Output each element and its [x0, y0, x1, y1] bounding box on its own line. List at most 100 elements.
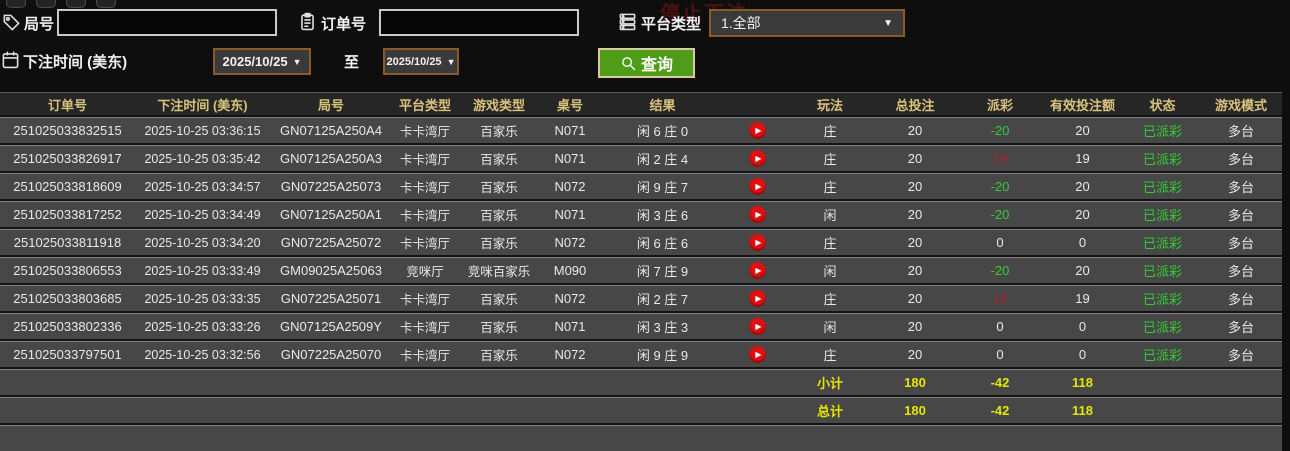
header-gametype: 游戏类型: [472, 97, 525, 113]
cell-tableno: N071: [554, 319, 586, 334]
cell-method: 庄: [823, 292, 837, 307]
cell-round: GN07125A250A4: [280, 123, 382, 138]
cell-round: GN07225A25071: [280, 291, 382, 306]
cell-totalbet: 20: [907, 123, 923, 138]
play-replay-icon[interactable]: ▶: [749, 178, 766, 195]
cell-result: 闲 3 庄 6: [636, 208, 689, 223]
cell-method: 庄: [823, 152, 837, 167]
play-replay-icon[interactable]: ▶: [749, 122, 766, 139]
platform-type-label: 平台类型: [641, 16, 702, 33]
cell-payout: 19: [992, 151, 1008, 166]
cell-status: 已派彩: [1142, 208, 1182, 223]
cutoff-icon: [66, 0, 86, 8]
table-row: 251025033817252 2025-10-25 03:34:49 GN07…: [0, 201, 1282, 227]
cell-totalbet: 20: [907, 291, 923, 306]
cell-validbet: 0: [1078, 319, 1087, 334]
subtotal-payout: -42: [990, 375, 1010, 390]
filter-bar: 停止下注 局号 订单号 平台类型 1.全部 ▼ 下注时间 (美东) 2025/1…: [0, 0, 1290, 92]
round-number-input[interactable]: [57, 9, 277, 36]
cell-tableno: N072: [554, 235, 586, 250]
cell-round: GN07125A250A1: [280, 207, 382, 222]
cell-time: 2025-10-25 03:36:15: [144, 123, 261, 138]
cell-platform: 卡卡湾厅: [399, 181, 450, 195]
cell-result: 闲 7 庄 9: [636, 264, 689, 279]
cell-result: 闲 6 庄 0: [636, 124, 689, 139]
platform-type-select[interactable]: 1.全部 ▼: [709, 9, 905, 37]
header-round: 局号: [317, 97, 344, 113]
cell-method: 闲: [823, 208, 837, 223]
cell-method: 庄: [823, 180, 837, 195]
cell-platform: 卡卡湾厅: [399, 237, 450, 251]
table-row: 251025033818609 2025-10-25 03:34:57 GN07…: [0, 173, 1282, 199]
cell-time: 2025-10-25 03:34:49: [144, 207, 261, 222]
cell-time: 2025-10-25 03:34:20: [144, 235, 261, 250]
search-button-label: 查询: [640, 57, 673, 74]
play-replay-icon[interactable]: ▶: [749, 150, 766, 167]
cell-status: 已派彩: [1142, 348, 1182, 363]
cell-status: 已派彩: [1142, 236, 1182, 251]
cell-method: 闲: [823, 320, 837, 335]
cell-gamemode: 多台: [1227, 292, 1254, 307]
play-replay-icon[interactable]: ▶: [749, 290, 766, 307]
to-label: 至: [344, 54, 360, 71]
cell-time: 2025-10-25 03:34:57: [144, 179, 261, 194]
play-replay-icon[interactable]: ▶: [749, 318, 766, 335]
cell-tableno: N072: [554, 347, 586, 362]
cell-result: 闲 2 庄 7: [636, 292, 689, 307]
play-replay-icon[interactable]: ▶: [749, 206, 766, 223]
cell-validbet: 20: [1075, 179, 1090, 194]
cell-platform: 卡卡湾厅: [399, 209, 450, 223]
cell-validbet: 20: [1075, 123, 1090, 138]
table-header-row: 订单号 下注时间 (美东) 局号 平台类型 游戏类型 桌号 结果 玩法 总投注 …: [0, 92, 1282, 115]
platform-type-selected-value: 1.全部: [721, 15, 761, 31]
cell-payout: 0: [996, 319, 1004, 334]
cell-tableno: N071: [554, 151, 586, 166]
grand-total-label: 总计: [816, 404, 843, 419]
subtotal-label: 小计: [816, 376, 843, 391]
cell-totalbet: 20: [907, 235, 923, 250]
cell-gametype: 百家乐: [480, 209, 518, 223]
play-replay-icon[interactable]: ▶: [749, 234, 766, 251]
table-row: 251025033826917 2025-10-25 03:35:42 GN07…: [0, 145, 1282, 171]
cell-gametype: 竞咪百家乐: [467, 265, 531, 279]
cell-totalbet: 20: [907, 179, 923, 194]
play-replay-icon[interactable]: ▶: [749, 262, 766, 279]
cell-order: 251025033826917: [13, 151, 122, 166]
date-to-value: 2025/10/25: [386, 55, 442, 68]
cell-gamemode: 多台: [1227, 208, 1254, 223]
chevron-down-icon: ▼: [292, 56, 302, 67]
cell-result: 闲 3 庄 3: [636, 320, 689, 335]
cell-order: 251025033806553: [13, 263, 122, 278]
cell-time: 2025-10-25 03:33:49: [144, 263, 261, 278]
cell-payout: 0: [996, 235, 1004, 250]
date-from-value: 2025/10/25: [222, 54, 288, 69]
cell-totalbet: 20: [907, 347, 923, 362]
cell-validbet: 19: [1075, 151, 1090, 166]
order-number-input[interactable]: [379, 9, 579, 36]
cell-payout: -20: [990, 263, 1010, 278]
order-number-label: 订单号: [321, 16, 367, 33]
cell-gamemode: 多台: [1227, 348, 1254, 363]
table-row: 251025033797501 2025-10-25 03:32:56 GN07…: [0, 341, 1282, 367]
table-footer-filler: [0, 425, 1282, 451]
header-tableno: 桌号: [556, 97, 583, 113]
header-platform: 平台类型: [398, 97, 451, 113]
cell-result: 闲 2 庄 4: [636, 152, 689, 167]
cell-round: GM09025A25063: [280, 263, 382, 278]
table-row: 251025033806553 2025-10-25 03:33:49 GM09…: [0, 257, 1282, 283]
cell-order: 251025033811918: [13, 235, 122, 250]
date-to-picker[interactable]: 2025/10/25 ▼: [383, 48, 459, 75]
round-number-label: 局号: [24, 16, 55, 33]
cutoff-icon: [36, 0, 56, 8]
header-totalbet: 总投注: [895, 97, 935, 113]
cell-status: 已派彩: [1142, 124, 1182, 139]
cell-gametype: 百家乐: [480, 349, 518, 363]
grand-total-total: 180: [904, 403, 926, 418]
cell-platform: 卡卡湾厅: [399, 293, 450, 307]
cell-totalbet: 20: [907, 151, 923, 166]
header-method: 玩法: [816, 97, 843, 113]
cell-tableno: N072: [554, 179, 586, 194]
date-from-picker[interactable]: 2025/10/25 ▼: [213, 48, 311, 75]
search-button[interactable]: 查询: [598, 48, 695, 78]
play-replay-icon[interactable]: ▶: [749, 346, 766, 363]
